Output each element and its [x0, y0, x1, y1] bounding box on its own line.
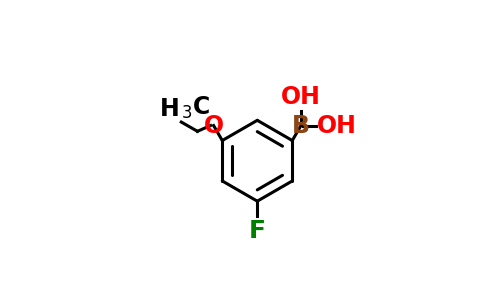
- Text: OH: OH: [281, 85, 321, 109]
- Text: B: B: [292, 113, 310, 137]
- Text: O: O: [204, 113, 224, 137]
- Text: F: F: [249, 219, 266, 243]
- Text: OH: OH: [317, 113, 357, 137]
- Text: $_3$C: $_3$C: [181, 95, 210, 122]
- Text: H: H: [160, 98, 180, 122]
